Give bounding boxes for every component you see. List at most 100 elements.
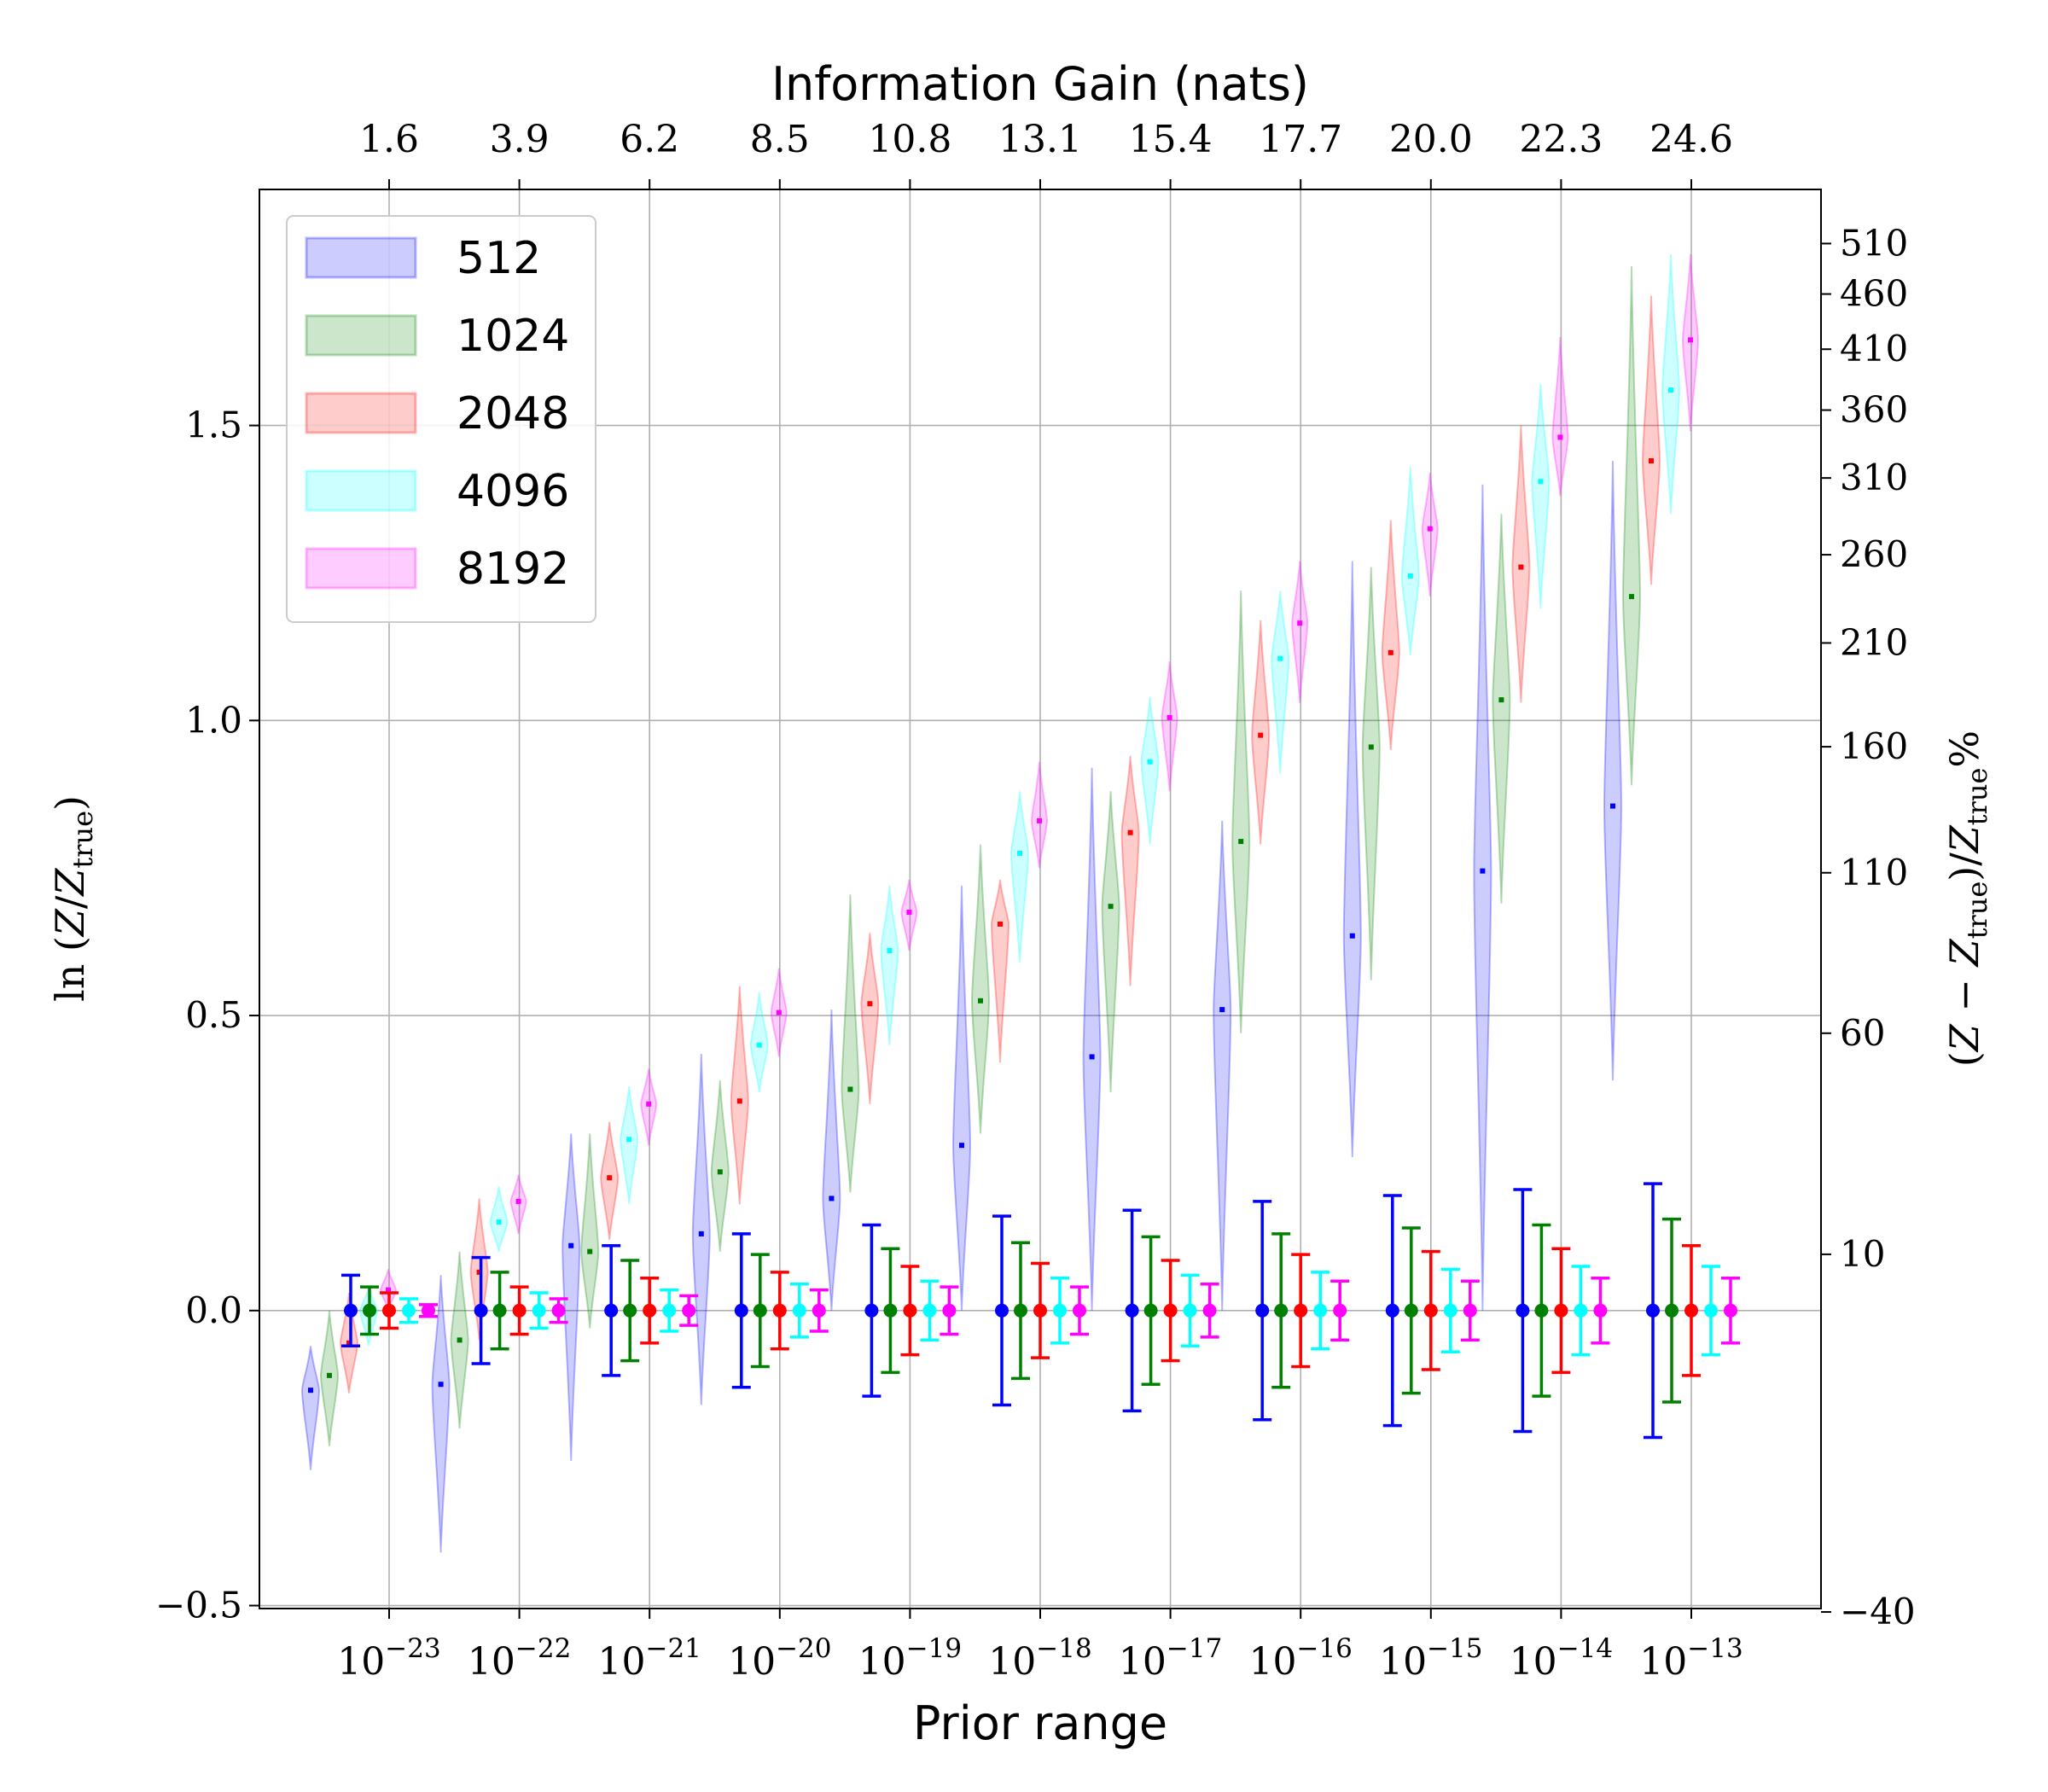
median-marker-1024	[1629, 594, 1634, 600]
zero-point-8192	[942, 1303, 957, 1318]
zero-point-2048	[903, 1303, 917, 1318]
zero-point-4096	[1574, 1303, 1588, 1318]
legend-swatch-1024	[305, 314, 417, 357]
zero-point-4096	[1183, 1303, 1197, 1318]
median-marker-512	[1349, 933, 1355, 939]
median-marker-4096	[1407, 573, 1413, 579]
zero-point-512	[734, 1303, 748, 1318]
violin-2048	[1641, 295, 1661, 585]
right-tick-label: 360	[1840, 389, 1908, 431]
zero-point-8192	[1202, 1303, 1217, 1318]
y-axis-label: ln (Z/Ztrue)	[47, 795, 99, 1002]
legend-swatch-512	[305, 236, 417, 279]
violin-2048	[1120, 755, 1140, 986]
zero-point-8192	[1333, 1303, 1347, 1318]
zero-point-2048	[512, 1303, 527, 1318]
zero-point-1024	[1665, 1303, 1679, 1318]
zero-point-8192	[1073, 1303, 1086, 1318]
right-tick-label: 510	[1840, 222, 1908, 264]
zero-point-1024	[1274, 1303, 1289, 1318]
violin-4096	[1271, 591, 1290, 774]
zero-point-1024	[1014, 1303, 1027, 1318]
violin-512	[951, 885, 972, 1311]
zero-point-512	[1385, 1303, 1399, 1318]
x-tick-label: 10−19	[858, 1633, 962, 1684]
median-marker-512	[308, 1388, 313, 1393]
violin-2048	[730, 986, 749, 1205]
violin-8192	[900, 879, 918, 951]
violin-2048	[469, 1198, 489, 1341]
x-tick-label: 10−21	[597, 1633, 701, 1684]
zero-point-1024	[363, 1303, 376, 1318]
median-marker-4096	[1277, 655, 1283, 661]
violin-2048	[860, 933, 880, 1104]
zero-point-512	[1125, 1303, 1139, 1318]
violin-1024	[1231, 591, 1251, 1033]
median-marker-8192	[1297, 620, 1303, 626]
x-tick-label: 10−22	[468, 1633, 571, 1684]
violin-512	[1342, 561, 1362, 1158]
violin-8192	[1681, 254, 1700, 432]
violin-4096	[1140, 696, 1160, 845]
violin-4096	[489, 1186, 509, 1252]
zero-point-512	[1646, 1303, 1660, 1318]
zero-point-4096	[662, 1303, 677, 1318]
top-tick-label: 13.1	[998, 118, 1082, 161]
median-marker-8192	[1427, 526, 1433, 532]
median-marker-1024	[457, 1337, 463, 1343]
median-marker-4096	[1017, 850, 1022, 856]
median-marker-4096	[887, 948, 893, 954]
violin-4096	[1661, 254, 1681, 515]
median-marker-8192	[1037, 817, 1042, 823]
violin-1024	[710, 1080, 730, 1252]
right-axis-label: (Z − Ztrue)/Ztrue%	[1941, 730, 1993, 1067]
zero-point-4096	[1443, 1303, 1457, 1318]
legend-label-4096: 4096	[457, 466, 569, 517]
legend-label-512: 512	[457, 233, 541, 284]
violin-2048	[1511, 425, 1531, 703]
x-tick-label: 10−13	[1639, 1633, 1743, 1684]
median-marker-8192	[515, 1198, 521, 1204]
right-tick-label: 60	[1840, 1012, 1885, 1054]
violin-8192	[1551, 336, 1569, 497]
zero-point-512	[864, 1303, 879, 1318]
median-marker-4096	[1147, 759, 1153, 765]
legend-swatch-4096	[305, 469, 417, 512]
y-tick-label: 0.5	[185, 994, 242, 1036]
median-marker-1024	[587, 1248, 593, 1254]
right-tick-label: 310	[1840, 457, 1908, 498]
violin-8192	[1030, 761, 1049, 869]
top-axis-title: Information Gain (nats)	[771, 57, 1309, 111]
violin-2048	[1381, 520, 1400, 750]
violin-512	[1082, 767, 1102, 1311]
violin-2048	[600, 1121, 620, 1240]
zero-point-512	[474, 1303, 488, 1318]
violin-4096	[1009, 791, 1030, 963]
zero-point-2048	[643, 1303, 657, 1318]
violin-8192	[1161, 661, 1178, 792]
violin-512	[1213, 820, 1232, 1311]
median-marker-2048	[1127, 829, 1133, 835]
top-tick-label: 10.8	[868, 118, 951, 161]
zero-point-2048	[382, 1303, 396, 1318]
zero-point-512	[604, 1303, 619, 1318]
median-marker-4096	[1538, 479, 1544, 485]
x-axis-label: Prior range	[913, 1696, 1167, 1750]
zero-point-4096	[1313, 1303, 1328, 1318]
zero-point-1024	[753, 1303, 767, 1318]
zero-point-4096	[792, 1303, 806, 1318]
violin-1024	[841, 894, 860, 1193]
zero-point-2048	[1684, 1303, 1698, 1318]
zero-point-2048	[1163, 1303, 1178, 1318]
top-tick-label: 3.9	[490, 118, 550, 161]
median-marker-2048	[867, 1001, 873, 1007]
violin-4096	[1531, 384, 1551, 608]
violin-2048	[1251, 620, 1271, 845]
median-marker-4096	[626, 1137, 632, 1143]
zero-point-1024	[1143, 1303, 1158, 1318]
violin-2048	[990, 879, 1010, 1063]
violin-8192	[1291, 561, 1309, 703]
zero-point-4096	[922, 1303, 937, 1318]
median-marker-1024	[327, 1372, 332, 1378]
zero-point-2048	[1423, 1303, 1438, 1318]
